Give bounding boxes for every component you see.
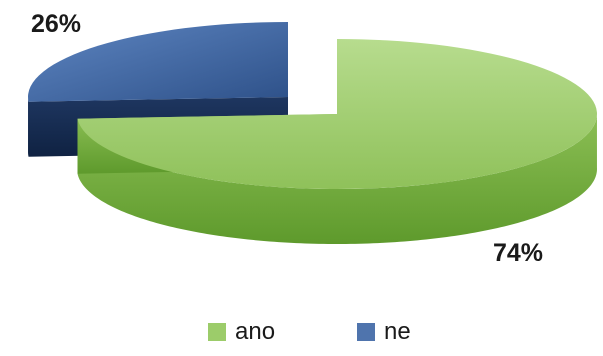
- legend-item-ne: ne: [357, 318, 411, 346]
- pie-chart: [27, 22, 597, 244]
- slice-ano: [77, 39, 597, 189]
- legend-label-ano: ano: [235, 318, 276, 345]
- slice-side-ano: [77, 112, 597, 244]
- data-label-ne: 26%: [31, 10, 82, 38]
- legend-swatch-ne: [357, 323, 375, 341]
- slice-ne: [27, 22, 288, 102]
- legend: ano ne: [0, 318, 603, 348]
- slice-side-ne: [28, 96, 29, 157]
- legend-swatch-ano: [208, 323, 226, 341]
- legend-label-ne: ne: [384, 318, 411, 345]
- legend-item-ano: ano: [208, 318, 275, 346]
- data-label-ano: 74%: [493, 239, 544, 267]
